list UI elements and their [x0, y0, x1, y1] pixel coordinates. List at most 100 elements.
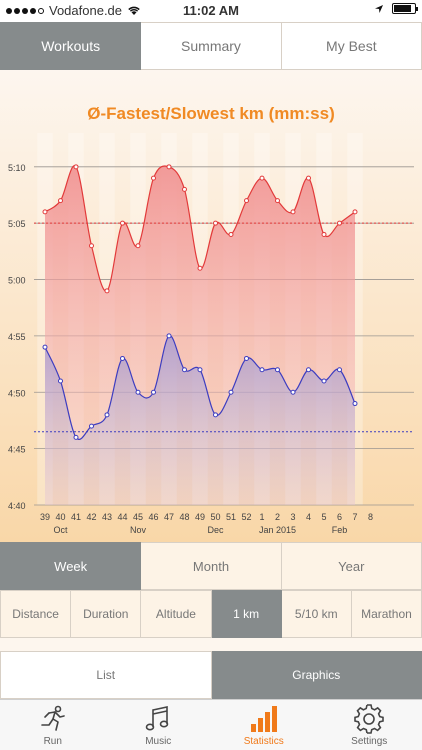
- fastest-point: [182, 367, 187, 373]
- fastest-point: [151, 389, 156, 395]
- view-tabs: List Graphics: [0, 651, 422, 699]
- slowest-line: [44, 165, 356, 292]
- x-tick-label: 41: [71, 512, 81, 522]
- month-label: Jan 2015: [259, 525, 296, 535]
- tab-run[interactable]: Run: [0, 700, 106, 750]
- x-tick-label: 42: [86, 512, 96, 522]
- tab-week[interactable]: Week: [0, 542, 142, 590]
- fastest-point: [321, 378, 327, 384]
- slowest-point: [182, 186, 187, 192]
- x-axis-tick-labels: 39 40 41 42 43 44 45 46 47 48 49 50 51 52 1 2 3 4 5 6 7 8: [40, 512, 373, 522]
- fastest-point: [42, 344, 48, 350]
- pace-chart: 4:404:454:504:555:005:055:10 39 40 41 42 43 4…: [0, 70, 422, 542]
- status-time: 11:02 AM: [183, 3, 239, 18]
- period-tabs: Week Month Year: [0, 542, 422, 590]
- tab-altitude[interactable]: Altitude: [141, 590, 212, 638]
- series-areas: [45, 165, 355, 505]
- x-tick-label: 39: [40, 512, 50, 522]
- status-left: Vodafone.de: [6, 3, 141, 18]
- slowest-point: [58, 198, 63, 204]
- tab-year[interactable]: Year: [281, 542, 422, 590]
- fastest-point: [306, 367, 311, 373]
- fastest-point: [259, 367, 265, 373]
- wifi-icon: [128, 6, 140, 15]
- fastest-point: [228, 389, 234, 395]
- x-tick-label: 2: [275, 512, 280, 522]
- signal-strength-icon: [6, 7, 44, 14]
- slowest-point: [89, 243, 94, 249]
- battery-icon: [392, 3, 418, 14]
- tab-5-10-km[interactable]: 5/10 km: [281, 590, 352, 638]
- x-tick-label: 47: [164, 512, 174, 522]
- runner-icon: [40, 705, 65, 731]
- fastest-point: [58, 378, 63, 384]
- tab-workouts[interactable]: Workouts: [0, 22, 142, 70]
- fastest-point: [337, 367, 342, 373]
- x-tick-label: 1: [259, 512, 264, 522]
- average-lines: [34, 222, 414, 433]
- tab-summary[interactable]: Summary: [141, 22, 282, 70]
- slowest-point: [151, 175, 156, 181]
- slowest-point: [73, 164, 79, 170]
- slowest-point: [104, 288, 110, 294]
- slowest-point: [213, 220, 218, 226]
- fastest-point: [352, 401, 358, 407]
- x-tick-label: 43: [102, 512, 112, 522]
- tab-run-label: Run: [43, 736, 62, 747]
- music-note-icon: [145, 706, 169, 731]
- bottom-tab-bar: Run Music Statistics Settings: [0, 699, 422, 750]
- slowest-point: [135, 243, 141, 249]
- tab-statistics-label: Statistics: [243, 736, 284, 747]
- slowest-point: [306, 175, 311, 181]
- fastest-area: [45, 335, 355, 505]
- slowest-point: [259, 175, 265, 181]
- fastest-point: [290, 389, 296, 395]
- y-tick-label: 4:40: [8, 501, 26, 511]
- top-tabs: Workouts Summary My Best: [0, 22, 422, 70]
- x-tick-label: 51: [226, 512, 236, 522]
- y-tick-label: 5:10: [8, 163, 26, 173]
- tab-distance[interactable]: Distance: [0, 590, 72, 638]
- x-tick-label: 45: [133, 512, 143, 522]
- x-tick-label: 50: [210, 512, 220, 522]
- x-tick-label: 44: [117, 512, 127, 522]
- y-tick-label: 4:55: [8, 332, 26, 342]
- fastest-point: [275, 367, 280, 373]
- x-tick-label: 46: [148, 512, 158, 522]
- fastest-point: [244, 355, 249, 361]
- slowest-point: [352, 209, 358, 215]
- tab-settings[interactable]: Settings: [317, 700, 422, 750]
- tab-statistics[interactable]: Statistics: [211, 700, 317, 750]
- tab-graphics[interactable]: Graphics: [211, 651, 422, 699]
- x-tick-label: 48: [179, 512, 189, 522]
- fastest-point: [120, 355, 125, 361]
- tab-duration[interactable]: Duration: [71, 590, 142, 638]
- x-tick-label: 6: [337, 512, 342, 522]
- x-tick-label: 8: [368, 512, 373, 522]
- tab-1-km[interactable]: 1 km: [211, 590, 282, 638]
- chart-title: Ø-Fastest/Slowest km (mm:ss): [87, 104, 335, 123]
- tab-music-label: Music: [145, 736, 172, 747]
- carrier-name: Vodafone.de: [49, 3, 123, 18]
- month-label: Nov: [130, 525, 147, 535]
- slowest-point: [275, 198, 280, 204]
- slowest-point: [290, 209, 296, 215]
- tab-list[interactable]: List: [0, 651, 212, 699]
- fastest-point: [213, 412, 218, 418]
- tab-marathon[interactable]: Marathon: [351, 590, 422, 638]
- y-tick-label: 4:50: [8, 388, 26, 398]
- location-arrow-icon: [375, 4, 383, 13]
- slowest-point: [244, 198, 249, 204]
- slowest-point: [228, 231, 234, 237]
- tab-music[interactable]: Music: [106, 700, 212, 750]
- status-right: [374, 3, 418, 14]
- y-tick-label: 5:00: [8, 276, 26, 286]
- slowest-point: [166, 164, 172, 170]
- status-bar: Vodafone.de 11:02 AM: [0, 0, 422, 22]
- tab-my-best[interactable]: My Best: [281, 22, 422, 70]
- slowest-point: [321, 231, 327, 237]
- tab-month[interactable]: Month: [141, 542, 282, 590]
- x-tick-label: 5: [321, 512, 326, 522]
- y-axis-tick-labels: 4:40 4:45 4:50 4:55 5:00 5:05 5:10: [8, 163, 26, 511]
- data-points: [42, 164, 358, 440]
